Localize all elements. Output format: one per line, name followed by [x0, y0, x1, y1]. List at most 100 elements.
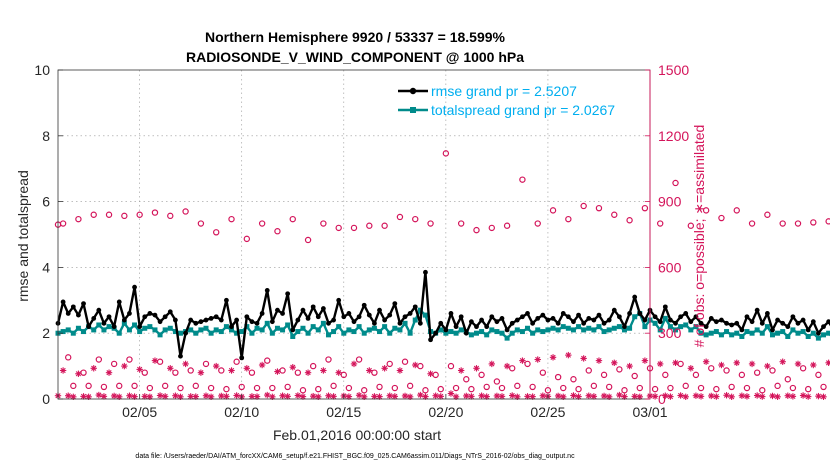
obs-assimilated-point: [304, 369, 312, 376]
rmse-point: [734, 320, 740, 326]
rmse-point: [438, 320, 444, 326]
x-tick-label: 02/15: [326, 404, 361, 420]
obs-assimilated-point: [197, 369, 205, 376]
obs-assimilated-point: [253, 393, 261, 400]
obs-possible-point: [784, 376, 791, 383]
totalspread-point: [555, 327, 561, 333]
totalspread-point: [234, 330, 240, 336]
obs-assimilated-point: [743, 393, 751, 400]
obs-assimilated-point: [269, 393, 276, 401]
obs-possible-point: [529, 383, 536, 391]
rmse-point: [382, 317, 388, 323]
totalspread-point: [662, 315, 668, 321]
y-left-tick-label: 4: [42, 259, 50, 275]
title-line-2: RADIOSONDE_V_WIND_COMPONENT @ 1000 hPa: [186, 49, 524, 65]
totalspread-point: [795, 330, 801, 336]
obs-assimilated-point: [202, 392, 210, 399]
totalspread-point: [473, 330, 479, 336]
obs-possible-point: [514, 382, 521, 390]
rmse-point: [673, 320, 678, 326]
totalspread-point: [683, 322, 689, 328]
rmse-point: [800, 317, 806, 323]
totalspread-point: [713, 329, 719, 335]
totalspread-point: [514, 327, 520, 333]
obs-possible-point: [95, 356, 103, 363]
y-left-tick-label: 0: [42, 391, 50, 407]
rmse-point: [514, 317, 520, 323]
obs-possible-point: [131, 382, 138, 390]
rmse-point: [693, 314, 699, 320]
totalspread-point: [815, 335, 821, 341]
totalspread-point: [377, 329, 383, 335]
rmse-point: [162, 314, 168, 320]
totalspread-point: [70, 330, 76, 336]
rmse-point: [218, 317, 224, 323]
obs-possible-point: [192, 382, 199, 390]
totalspread-point: [601, 329, 607, 335]
obs-assimilated-point: [805, 393, 812, 400]
rmse-point: [285, 291, 291, 297]
y-axis-left: 0 2 4 6 8 10: [34, 62, 63, 407]
obs-possible-point: [641, 204, 649, 212]
obs-possible-point: [213, 229, 220, 236]
obs-possible-point: [524, 360, 531, 368]
totalspread-point: [540, 329, 546, 335]
totalspread-point: [132, 322, 138, 328]
totalspread-point: [300, 325, 306, 331]
rmse-point: [545, 317, 551, 323]
totalspread-point: [627, 325, 633, 331]
obs-assimilated-point: [366, 367, 373, 374]
obs-possible-point: [692, 371, 700, 379]
totalspread-point: [60, 329, 66, 335]
obs-possible-point: [667, 384, 674, 392]
obs-possible-point: [167, 212, 174, 220]
legend: rmse grand pr = 2.5207 totalspread grand…: [398, 83, 615, 118]
totalspread-point: [438, 327, 444, 333]
totalspread-point: [652, 320, 658, 326]
rmse-point: [167, 309, 173, 315]
rmse-point: [499, 315, 505, 321]
obs-assimilated-point: [309, 392, 317, 400]
obs-assimilated-point: [641, 357, 649, 364]
obs-possible-point: [59, 220, 67, 227]
obs-possible-point: [488, 224, 495, 232]
rmse-point: [229, 324, 234, 330]
obs-possible-point: [815, 371, 822, 379]
obs-assimilated-point: [611, 359, 618, 367]
obs-assimilated-point: [692, 392, 700, 399]
obs-possible-point: [738, 371, 746, 379]
y-axis-right-label: # of obs: o=possible; ∗=assimilated: [691, 125, 707, 348]
rmse-point: [402, 314, 408, 320]
obs-possible-point: [233, 358, 240, 365]
rmse-point: [576, 312, 581, 318]
legend-rmse-label: rmse grand pr = 2.5207: [431, 83, 577, 99]
rmse-point: [142, 314, 148, 320]
totalspread-point: [489, 327, 495, 333]
y-axis-right: 0 300 600 900 1200 1500: [645, 62, 689, 407]
obs-assimilated-point: [820, 393, 827, 401]
obs-assimilated-point: [738, 392, 746, 399]
totalspread-point: [269, 330, 275, 336]
rmse-point: [458, 314, 464, 320]
totalspread-point: [193, 330, 199, 336]
obs-possible-point: [534, 220, 541, 227]
rmse-point: [81, 301, 86, 306]
obs-assimilated-point: [651, 393, 659, 400]
totalspread-point: [397, 327, 403, 333]
obs-possible-point: [269, 384, 276, 392]
totalspread-point: [530, 330, 536, 336]
obs-possible-point: [672, 179, 679, 187]
rmse-point: [560, 311, 566, 316]
obs-assimilated-point: [218, 392, 225, 400]
rmse-point: [213, 314, 219, 320]
obs-possible-point: [238, 383, 245, 391]
obs-possible-point: [493, 378, 501, 385]
rmse-point: [443, 327, 449, 333]
obs-assimilated-point: [386, 392, 393, 399]
totalspread-point: [688, 327, 694, 333]
obs-possible-point: [253, 384, 261, 392]
totalspread-point: [468, 332, 474, 338]
rmse-point: [713, 319, 719, 325]
rmse-point: [320, 306, 326, 311]
obs-possible-point: [121, 212, 128, 220]
